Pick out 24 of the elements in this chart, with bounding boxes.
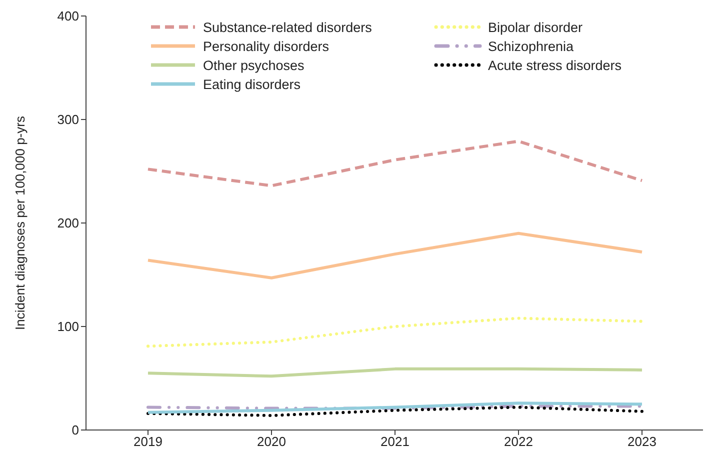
legend-label: Acute stress disorders bbox=[488, 58, 622, 72]
line-series bbox=[146, 402, 644, 414]
y-tick-label: 200 bbox=[57, 216, 79, 231]
y-tick-label: 0 bbox=[72, 422, 79, 438]
legend-label: Eating disorders bbox=[203, 76, 301, 92]
x-tick-label: 2022 bbox=[504, 434, 533, 450]
x-tick-label: 2021 bbox=[380, 434, 410, 450]
line-series bbox=[146, 316, 644, 348]
y-axis-title: Incident diagnoses per 100,000 p-yrs bbox=[12, 116, 28, 330]
y-tick-label: 100 bbox=[57, 319, 79, 334]
legend-label: Bipolar disorder bbox=[488, 20, 583, 34]
line-series bbox=[146, 367, 644, 378]
x-tick-label: 2019 bbox=[134, 434, 162, 450]
line-series bbox=[146, 232, 644, 280]
y-tick-label: 300 bbox=[57, 112, 79, 128]
x-tick-label: 2023 bbox=[628, 434, 656, 450]
x-tick-label: 2020 bbox=[257, 434, 286, 450]
legend-label: Substance-related disorders bbox=[203, 20, 372, 34]
line-series bbox=[146, 406, 644, 418]
y-tick-label: 400 bbox=[57, 8, 79, 24]
legend-label: Schizophrenia bbox=[488, 38, 574, 54]
line-series bbox=[146, 140, 644, 188]
legend-label: Other psychoses bbox=[203, 58, 304, 72]
legend-label: Personality disorders bbox=[203, 38, 330, 54]
